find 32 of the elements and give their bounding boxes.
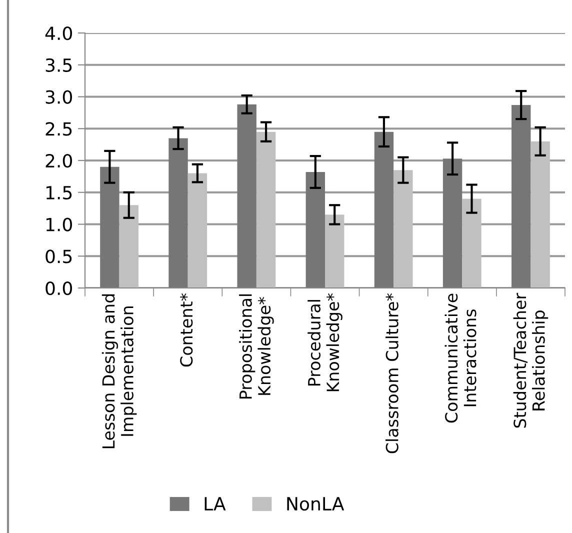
bar — [462, 198, 482, 288]
x-tick-label: Communicative Interactions — [444, 294, 476, 423]
bar — [374, 132, 394, 288]
y-tick-label: 0.0 — [46, 281, 72, 296]
bar — [325, 214, 344, 288]
x-tick-label: Lesson Design and Implementation — [102, 294, 137, 448]
x-tick-label: Classroom Culture* — [386, 293, 398, 454]
bar — [512, 105, 531, 288]
bar — [119, 205, 138, 288]
bar — [306, 172, 325, 288]
bar — [530, 141, 550, 288]
y-tick-label: 2.0 — [46, 154, 72, 168]
y-tick-label: 1.5 — [46, 186, 72, 200]
x-tick-label: Content* — [180, 293, 193, 367]
bar — [442, 158, 462, 288]
y-tick-label: 3.0 — [46, 90, 72, 104]
x-tick-label: Propositional Knowledge* — [239, 294, 274, 399]
bar — [237, 104, 256, 288]
bar — [168, 138, 188, 288]
y-tick-label: 1.0 — [46, 218, 72, 232]
legend-label: LA — [204, 497, 226, 510]
bar — [256, 132, 276, 288]
y-tick-label: 2.5 — [46, 122, 72, 136]
bar — [100, 166, 120, 288]
bar — [188, 173, 208, 288]
y-tick-label: 3.5 — [46, 58, 72, 72]
bar — [394, 170, 413, 288]
legend-label: NonLA — [287, 497, 344, 511]
y-tick-label: 4.0 — [45, 26, 72, 40]
y-tick-label: 0.5 — [46, 250, 72, 264]
x-tick-label: Procedural Knowledge* — [308, 293, 342, 392]
x-tick-label: Student/Teacher Relationship — [513, 292, 548, 428]
